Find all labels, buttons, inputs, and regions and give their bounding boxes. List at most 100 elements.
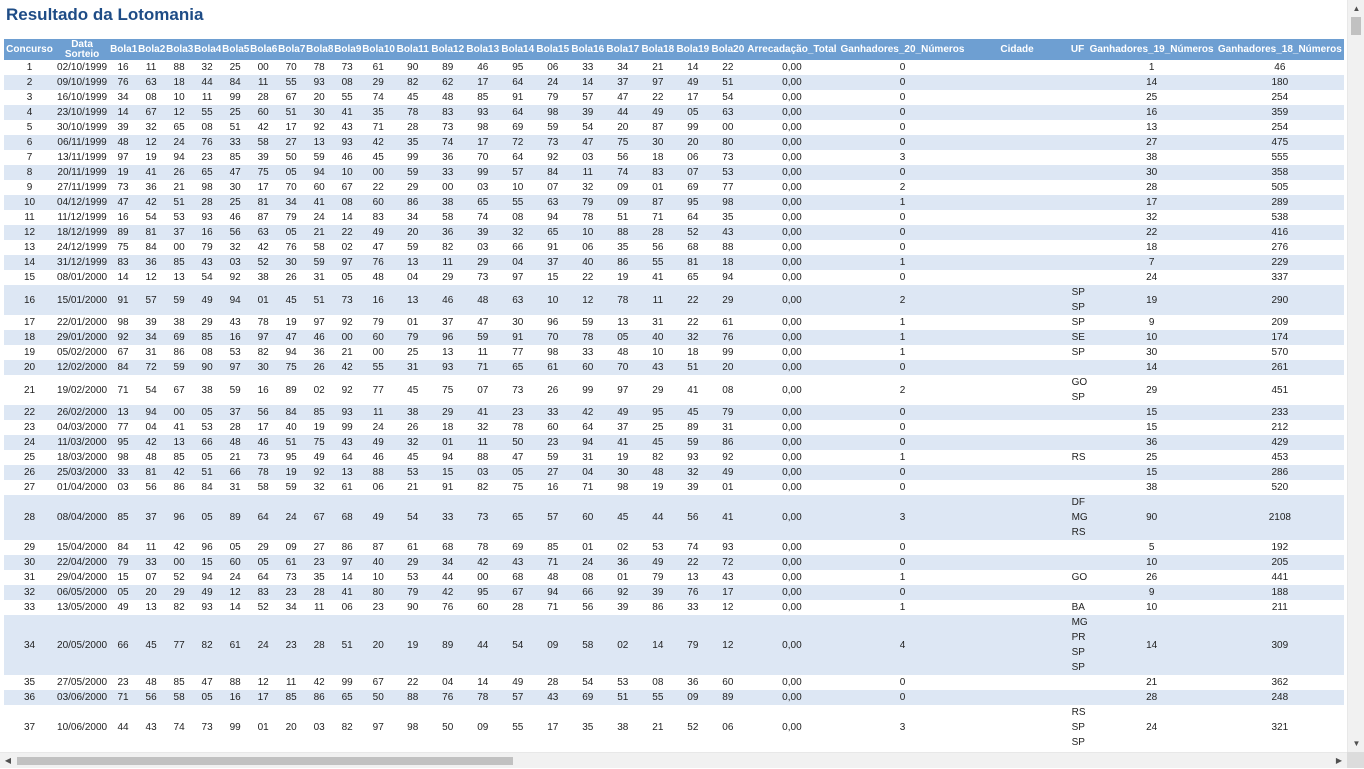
horizontal-scroll-thumb[interactable] <box>17 757 513 765</box>
city-cell <box>966 330 1068 345</box>
ball-cell: 42 <box>173 542 185 553</box>
revenue-cell: 0,00 <box>782 542 802 553</box>
ball-cell: 19 <box>145 152 157 163</box>
ball-cell: 59 <box>395 165 431 180</box>
city-cell <box>966 465 1068 480</box>
winners-20-cell: 0 <box>838 165 967 180</box>
date-cell: 27/05/2000 <box>57 677 108 688</box>
arrow-left-icon[interactable]: ◀ <box>4 756 12 765</box>
winners-18-cell: 441 <box>1271 572 1289 583</box>
ball-cell: 48 <box>109 135 138 150</box>
ball-cell: 67 <box>117 347 129 358</box>
ball-cell: 75 <box>442 384 454 396</box>
arrow-up-icon[interactable]: ▲ <box>1352 4 1361 13</box>
ball-cell: 93 <box>201 212 213 223</box>
ball-cell: 97 <box>313 317 325 328</box>
ball-cell: 47 <box>221 165 250 180</box>
ball-cell: 85 <box>547 542 559 553</box>
ball-cell: 34 <box>617 62 629 73</box>
ball-cell: 05 <box>341 272 353 283</box>
winners-19-cell: 30 <box>1087 165 1216 180</box>
concurso-cell: 26 <box>4 465 56 480</box>
ball-cell: 95 <box>512 62 524 73</box>
ball-cell: 75 <box>305 435 334 450</box>
ball-cell: 10 <box>173 92 185 103</box>
ball-cell: 47 <box>570 135 606 150</box>
winners-18-cell: 505 <box>1271 182 1289 193</box>
ball-cell: 11 <box>465 435 501 450</box>
ball-cell: 32 <box>477 422 489 433</box>
ball-cell: 78 <box>570 330 606 345</box>
ball-cell: 04 <box>145 422 157 433</box>
ball-cell: 23 <box>372 602 384 613</box>
ball-cell: 43 <box>333 435 362 450</box>
ball-cell: 59 <box>305 255 334 270</box>
winners-19-cell: 22 <box>1087 225 1216 240</box>
ball-cell: 41 <box>137 165 166 180</box>
ball-cell: 49 <box>512 677 524 688</box>
date-cell: 04/12/1999 <box>55 195 110 210</box>
ball-cell: 32 <box>675 330 711 345</box>
ball-cell: 58 <box>257 482 269 493</box>
ball-cell: 23 <box>305 555 334 570</box>
ball-cell: 91 <box>109 285 138 315</box>
ball-cell: 79 <box>395 330 431 345</box>
ball-cell: 42 <box>430 585 466 600</box>
ball-cell: 12 <box>257 677 269 688</box>
ball-cell: 66 <box>570 585 606 600</box>
date-cell: 29/04/2000 <box>57 572 108 583</box>
ball-cell: 39 <box>640 585 676 600</box>
column-header: Bola10 <box>361 39 396 60</box>
ball-cell: 48 <box>372 272 384 283</box>
winners-19-cell: 24 <box>1146 722 1158 733</box>
ball-cell: 10 <box>652 347 664 358</box>
ball-cell: 11 <box>145 542 157 553</box>
ball-cell: 53 <box>395 465 431 480</box>
vertical-scroll-thumb[interactable] <box>1351 17 1361 35</box>
ball-cell: 78 <box>313 62 325 73</box>
date-cell: 11/03/2000 <box>55 435 110 450</box>
date-cell: 27/11/1999 <box>57 182 107 193</box>
uf-cell <box>1067 165 1088 180</box>
ball-cell: 73 <box>285 572 297 583</box>
uf-value: SP <box>1071 347 1085 358</box>
ball-cell: 36 <box>145 182 157 193</box>
ball-cell: 59 <box>547 122 559 133</box>
table-row: 10 04/12/1999 47 42 51 28 25 81 34 41 08 60 86 38 65 55… <box>4 195 1344 210</box>
ball-cell: 99 <box>407 152 419 163</box>
ball-cell: 54 <box>582 122 594 133</box>
ball-cell: 98 <box>477 122 489 133</box>
arrow-right-icon[interactable]: ▶ <box>1335 756 1343 765</box>
winners-20-cell: 0 <box>838 585 967 600</box>
uf-cell <box>1067 690 1088 705</box>
ball-cell: 02 <box>617 542 629 553</box>
ball-cell: 63 <box>500 285 536 315</box>
ball-cell: 05 <box>193 405 222 420</box>
revenue-cell: 0,00 <box>782 422 802 433</box>
revenue-cell: 0,00 <box>745 495 839 540</box>
table-row: 33 13/05/2000 49 13 82 93 14 52 34 11 06 23 90 76 60 28… <box>4 600 1344 615</box>
horizontal-scrollbar[interactable]: ◀ ▶ <box>0 752 1347 768</box>
ball-cell: 92 <box>305 465 334 480</box>
ball-cell: 12 <box>145 272 157 283</box>
ball-cell: 25 <box>221 195 250 210</box>
winners-18-cell: 188 <box>1215 585 1344 600</box>
ball-cell: 00 <box>165 405 194 420</box>
ball-cell: 42 <box>137 195 166 210</box>
arrow-down-icon[interactable]: ▼ <box>1352 739 1361 748</box>
ball-cell: 60 <box>722 677 734 688</box>
winners-20-cell: 1 <box>899 452 906 463</box>
city-cell <box>966 555 1068 570</box>
ball-cell: 44 <box>193 75 222 90</box>
date-cell: 06/11/1999 <box>55 135 110 150</box>
winners-18-cell: 174 <box>1215 330 1344 345</box>
ball-cell: 37 <box>221 405 250 420</box>
vertical-scrollbar[interactable]: ▲ ▼ <box>1347 0 1364 752</box>
winners-18-cell: 453 <box>1271 452 1289 463</box>
date-cell: 10/06/2000 <box>57 722 108 733</box>
ball-cell: 93 <box>305 75 334 90</box>
ball-cell: 09 <box>605 195 641 210</box>
ball-cell: 08 <box>333 195 362 210</box>
winners-20-cell: 2 <box>899 384 906 396</box>
city-cell <box>967 270 1068 285</box>
